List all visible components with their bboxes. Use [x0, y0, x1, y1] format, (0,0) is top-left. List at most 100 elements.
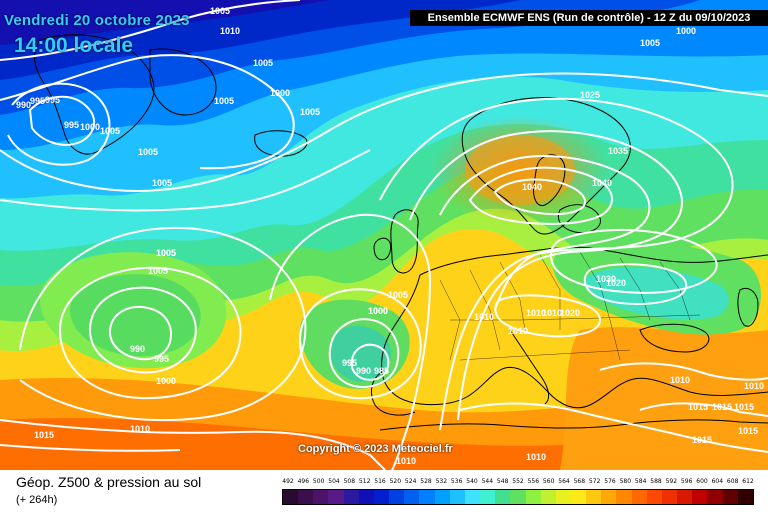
isobar-label: 1015 [692, 435, 712, 445]
isobar-label: 1010 [474, 312, 494, 322]
scale-tick-label: 540 [466, 478, 478, 485]
scale-tick-label: 560 [542, 478, 555, 485]
map-legend-title: Géop. Z500 & pression au sol [16, 474, 202, 490]
isobar-label: 1005 [640, 38, 660, 48]
scale-swatch [540, 490, 556, 504]
scale-tick-label: 592 [665, 478, 678, 485]
scale-swatch [298, 490, 314, 504]
isobar-label: 990 [130, 344, 145, 354]
scale-swatch [646, 490, 662, 504]
scale-tick-label: 596 [680, 478, 693, 485]
scale-tick-labels: 492 496 500 504 508 512 516 520 524 528 532 536 540 5… [282, 478, 754, 488]
isobar-label: 995 [342, 358, 357, 368]
scale-swatch [707, 490, 723, 504]
scale-tick-label: 576 [604, 478, 616, 485]
isobar-label: 1010 [526, 308, 546, 318]
scale-swatch [358, 490, 374, 504]
scale-tick-label: 600 [696, 478, 708, 485]
scale-tick-label: 584 [634, 478, 647, 485]
z500-color-scale: 492 496 500 504 508 512 516 520 524 528 532 536 540 5… [282, 478, 754, 508]
isobar-label: 1005 [100, 126, 120, 136]
scale-tick-label: 580 [619, 478, 632, 485]
scale-swatch [570, 490, 587, 504]
scale-tick-label: 564 [558, 478, 570, 485]
scale-tick-label: 528 [420, 478, 432, 485]
isobar-label: 1020 [606, 278, 626, 288]
scale-tick-label: 556 [527, 478, 540, 485]
scale-swatch [419, 490, 435, 504]
isobar-label: 1015 [712, 402, 732, 412]
isobar-label: 1000 [80, 122, 100, 132]
scale-swatch [601, 490, 617, 504]
scale-swatch [631, 490, 647, 504]
isobar-label: 1025 [580, 90, 600, 100]
isobar-label: 1015 [688, 402, 708, 412]
scale-swatch [661, 490, 678, 504]
scale-swatch [525, 490, 541, 504]
isobar-label: 995 [45, 95, 60, 105]
isobar-labels: 1010 1005 995 990 995 1005 1000 1005 100… [16, 6, 764, 466]
isobar-label: 990 [356, 366, 371, 376]
map-footer: Géop. Z500 & pression au sol (+ 264h) 49… [0, 470, 768, 512]
scale-swatch [737, 490, 753, 504]
scale-swatch [480, 490, 496, 504]
isobar-label: 1005 [253, 58, 273, 68]
isobar-label: 1005 [138, 147, 158, 157]
isobar-label: 1015 [734, 402, 754, 412]
scale-swatch [464, 490, 481, 504]
forecast-time: 14:00 locale [14, 34, 134, 57]
scale-swatch [313, 490, 329, 504]
isobar-label: 1005 [156, 248, 176, 258]
scale-tick-label: 516 [374, 478, 386, 485]
isobar-label: 1010 [220, 26, 240, 36]
scale-tick-label: 520 [389, 478, 402, 485]
scale-swatch [722, 490, 738, 504]
scale-tick-label: 492 [282, 478, 294, 485]
scale-swatch [434, 490, 450, 504]
isobar-label: 1015 [738, 426, 758, 436]
scale-swatch [555, 490, 571, 504]
isobar-label: 1005 [300, 107, 320, 117]
scale-tick-label: 512 [358, 478, 371, 485]
isobar-label: 1010 [508, 326, 528, 336]
isobar-label: 995 [154, 354, 169, 364]
scale-swatch [283, 490, 299, 504]
scale-tick-label: 608 [726, 478, 739, 485]
isobar-label: 1010 [526, 452, 546, 462]
isobar-label: 1000 [156, 376, 176, 386]
weather-map: 1010 1005 995 990 995 1005 1000 1005 100… [0, 0, 768, 470]
isobar-label: 1020 [560, 308, 580, 318]
isobar-label: 1005 [210, 6, 230, 16]
isobar-label: 1030 [596, 274, 616, 284]
country-borders [439, 251, 701, 361]
isobar-label: 990 [16, 100, 31, 110]
isobar-label: 1005 [214, 96, 234, 106]
forecast-date: Vendredi 20 octobre 2023 [4, 12, 190, 29]
scale-swatch [616, 490, 632, 504]
isobar-label: 1000 [368, 306, 388, 316]
isobar-label: 1040 [592, 178, 612, 188]
scale-swatch [586, 490, 602, 504]
scale-swatch [373, 490, 390, 504]
scale-tick-label: 536 [450, 478, 463, 485]
scale-tick-label: 612 [742, 478, 754, 485]
scale-tick-label: 544 [481, 478, 494, 485]
scale-swatch [510, 490, 526, 504]
forecast-lead-time: (+ 264h) [16, 494, 58, 506]
scale-swatch [343, 490, 359, 504]
model-info-banner: Ensemble ECMWF ENS (Run de contrôle) - 1… [410, 10, 768, 26]
isobar-label: 1000 [676, 26, 696, 36]
scale-tick-label: 548 [496, 478, 509, 485]
isobar-label: 1000 [368, 306, 388, 316]
z500-shading [0, 0, 768, 470]
scale-tick-label: 552 [512, 478, 524, 485]
scale-tick-label: 500 [312, 478, 325, 485]
scale-swatch [495, 490, 511, 504]
scale-swatch [328, 490, 344, 504]
scale-tick-label: 504 [328, 478, 340, 485]
scale-swatch [692, 490, 708, 504]
isobar-label: 1010 [542, 308, 562, 318]
scale-swatch [677, 490, 693, 504]
scale-tick-label: 524 [404, 478, 417, 485]
isobar-label: 1005 [152, 178, 172, 188]
